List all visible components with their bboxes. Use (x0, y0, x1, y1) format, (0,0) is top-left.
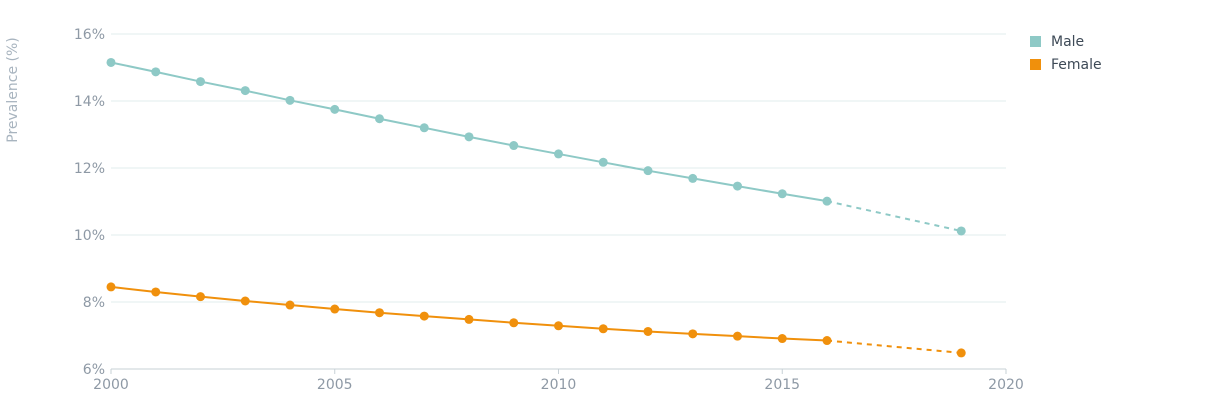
female-point-2016[interactable] (822, 336, 832, 346)
male-point-2006[interactable] (375, 114, 384, 124)
male-point-2013[interactable] (688, 173, 698, 183)
legend-item-male[interactable]: Male (1030, 30, 1102, 53)
female-point-2009[interactable] (509, 318, 519, 328)
female-point-2003[interactable] (240, 296, 250, 306)
male-point-2012[interactable] (643, 166, 653, 176)
y-tick-label-12: 12% (74, 161, 105, 177)
legend: Male Female (1030, 30, 1102, 76)
axes (110, 368, 1007, 374)
x-tick-label-2020: 2020 (988, 377, 1024, 393)
female-point-2002[interactable] (196, 292, 205, 302)
y-tick-label-8: 8% (83, 295, 105, 311)
y-tick-label-6: 6% (83, 362, 105, 378)
series-points (106, 57, 966, 358)
male-projection-line (826, 200, 962, 232)
male-point-2010[interactable] (554, 149, 563, 159)
male-point-2005[interactable] (330, 104, 340, 114)
male-series-line (110, 61, 828, 203)
male-point-2001[interactable] (151, 67, 161, 77)
female-point-2005[interactable] (330, 304, 340, 314)
male-point-2008[interactable] (464, 132, 474, 142)
male-point-2011[interactable] (598, 157, 608, 167)
male-point-2016[interactable] (822, 196, 832, 206)
male-point-2002[interactable] (196, 77, 205, 87)
female-point-2012[interactable] (643, 326, 653, 336)
gridlines (111, 33, 1006, 303)
female-point-2015[interactable] (777, 334, 787, 344)
y-axis-label: Prevalence (%) (5, 37, 21, 143)
female-series-line (110, 285, 828, 342)
legend-swatch-female (1030, 59, 1041, 70)
male-point-2015[interactable] (777, 189, 787, 199)
x-tick-label-2015: 2015 (764, 377, 800, 393)
y-tick-label-10: 10% (74, 228, 105, 244)
y-tick-label-14: 14% (74, 94, 105, 110)
female-point-2019[interactable] (956, 348, 966, 358)
male-point-2000[interactable] (106, 57, 116, 67)
female-point-2010[interactable] (554, 321, 563, 331)
female-point-2014[interactable] (733, 331, 742, 341)
female-point-2004[interactable] (285, 300, 295, 310)
male-point-2019[interactable] (956, 226, 966, 236)
female-point-2001[interactable] (151, 287, 161, 297)
female-point-2006[interactable] (375, 308, 384, 318)
series-lines (110, 61, 962, 354)
legend-item-female[interactable]: Female (1030, 53, 1102, 76)
female-point-2011[interactable] (598, 324, 608, 334)
legend-label-female: Female (1051, 56, 1102, 73)
female-point-2008[interactable] (464, 314, 474, 324)
female-point-2000[interactable] (106, 282, 116, 292)
female-projection-line (826, 339, 962, 354)
male-point-2007[interactable] (419, 123, 429, 133)
male-point-2004[interactable] (285, 95, 295, 105)
legend-swatch-male (1030, 36, 1041, 47)
legend-label-male: Male (1051, 33, 1085, 50)
tick-labels: 6% 8% 10% 12% 14% 16% 2000 2005 2010 2015 2020 (74, 27, 1024, 393)
y-tick-label-16: 16% (74, 27, 105, 43)
x-tick-label-2005: 2005 (317, 377, 353, 393)
female-point-2007[interactable] (419, 311, 429, 321)
male-point-2009[interactable] (509, 141, 519, 151)
female-point-2013[interactable] (688, 329, 698, 339)
male-point-2003[interactable] (240, 86, 250, 96)
male-point-2014[interactable] (733, 181, 742, 191)
x-tick-label-2010: 2010 (541, 377, 577, 393)
x-tick-label-2000: 2000 (93, 377, 129, 393)
